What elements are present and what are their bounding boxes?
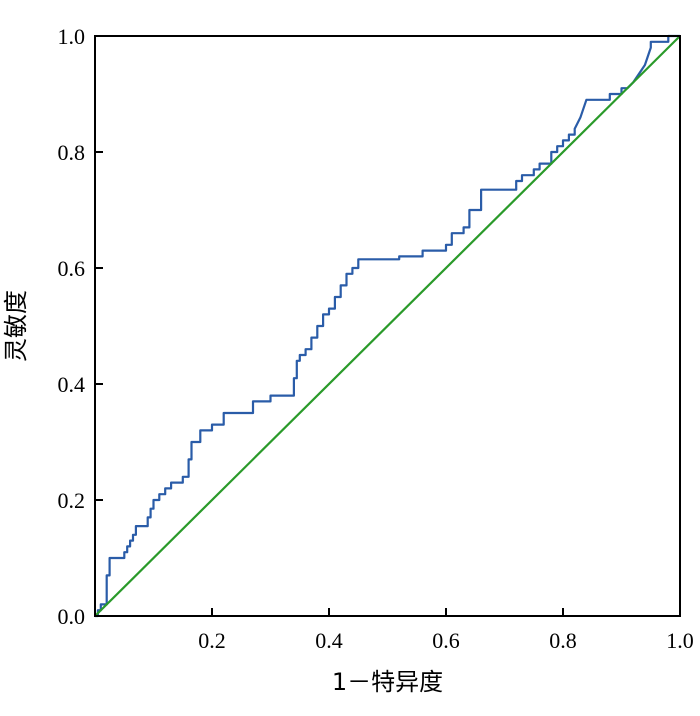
y-axis-label: 灵敏度 (2, 290, 30, 362)
plot-frame (94, 35, 681, 617)
y-tick-label: 0.0 (58, 604, 86, 629)
y-tick-label: 1.0 (58, 24, 86, 49)
y-tick-label: 0.6 (58, 256, 86, 281)
x-tick-label: 0.2 (198, 628, 226, 653)
x-axis-label: 1－特异度 (332, 668, 443, 696)
x-tick-label: 0.8 (549, 628, 577, 653)
x-tick-label: 0.4 (315, 628, 343, 653)
y-tick-label: 0.8 (58, 140, 86, 165)
y-tick-label: 0.2 (58, 488, 86, 513)
y-tick-label: 0.4 (58, 372, 86, 397)
reference-diagonal-line (94, 35, 681, 617)
x-tick-label: 0.6 (432, 628, 460, 653)
roc-curve-line (95, 34, 680, 618)
series-layer (94, 34, 681, 618)
ticks-layer: 0.2 0.4 0.6 0.8 1.0 0.0 0.2 0.4 0.6 0.8 1.0 (58, 24, 694, 653)
x-tick-label: 1.0 (666, 628, 694, 653)
